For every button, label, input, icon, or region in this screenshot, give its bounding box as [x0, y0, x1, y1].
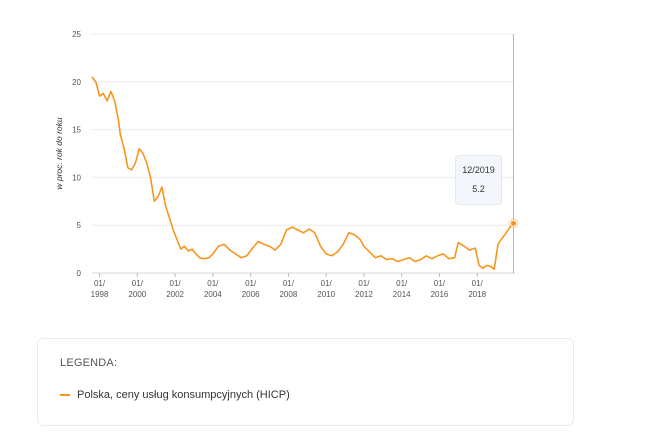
y-tick-label: 25	[72, 30, 81, 39]
x-tick-label: 01/	[396, 279, 408, 288]
x-tick-label: 01/	[358, 279, 370, 288]
series-line	[91, 76, 515, 271]
legend-panel: LEGENDA: Polska, ceny usług konsumpcyjny…	[37, 338, 574, 426]
legend-title: LEGENDA:	[60, 357, 118, 369]
x-tick-label: 01/	[283, 279, 295, 288]
data-tooltip: 12/2019 5.2	[455, 155, 502, 205]
y-tick-label: 15	[72, 126, 81, 135]
x-tick-label: 2008	[279, 290, 297, 299]
x-axis-ticks: 01/1998 01/2000 01/2002 01/2004 01/2006 01/20…	[91, 273, 487, 299]
y-tick-label: 0	[77, 269, 82, 278]
legend-swatch	[60, 394, 70, 396]
x-tick-label: 2002	[166, 290, 184, 299]
highlight-point[interactable]	[510, 219, 517, 227]
y-tick-label: 10	[72, 173, 81, 182]
gridlines	[92, 33, 515, 274]
x-tick-label: 01/	[207, 279, 219, 288]
y-axis-label: w proc. rok do roku	[54, 117, 64, 190]
tooltip-value: 5.2	[472, 184, 485, 194]
x-tick-label: 01/	[321, 279, 333, 288]
series-layer	[91, 76, 519, 271]
x-tick-label: 2004	[204, 290, 222, 299]
y-tick-label: 20	[72, 78, 81, 87]
x-tick-label: 2016	[431, 290, 449, 299]
x-tick-label: 2010	[317, 290, 335, 299]
x-tick-label: 01/	[434, 279, 446, 288]
x-tick-label: 2018	[468, 290, 486, 299]
x-tick-label: 01/	[94, 279, 106, 288]
x-tick-label: 01/	[170, 279, 182, 288]
x-tick-label: 2000	[128, 290, 146, 299]
legend-item-hicp[interactable]: Polska, ceny usług konsumpcyjnych (HICP)	[60, 389, 290, 401]
x-tick-label: 2006	[242, 290, 260, 299]
legend-label: Polska, ceny usług konsumpcyjnych (HICP)	[77, 389, 290, 401]
x-tick-label: 01/	[245, 279, 257, 288]
x-tick-label: 2014	[393, 290, 411, 299]
tooltip-date: 12/2019	[462, 165, 495, 175]
y-tick-label: 5	[77, 221, 82, 230]
x-tick-label: 1998	[91, 290, 109, 299]
x-tick-label: 01/	[132, 279, 144, 288]
x-tick-label: 2012	[355, 290, 373, 299]
y-axis-ticks: 0 5 10 15 20 25	[72, 30, 81, 278]
x-tick-label: 01/	[472, 279, 484, 288]
